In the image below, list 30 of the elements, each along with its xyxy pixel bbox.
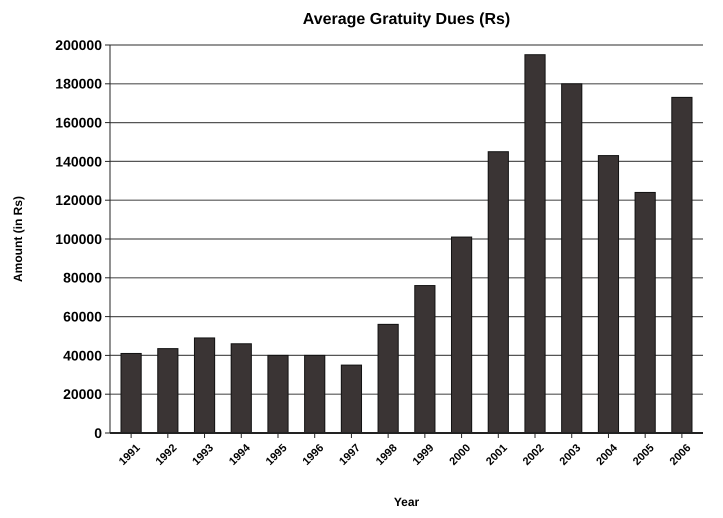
bar xyxy=(524,54,546,434)
bar xyxy=(340,364,362,434)
y-tick-label: 20000 xyxy=(63,386,102,402)
bar xyxy=(561,83,582,434)
bar xyxy=(634,192,656,434)
bar xyxy=(671,96,692,434)
y-tick-label: 60000 xyxy=(63,308,102,324)
bar xyxy=(267,354,289,434)
y-tick-label: 180000 xyxy=(55,76,102,92)
bar xyxy=(230,343,252,434)
bar xyxy=(304,354,326,434)
bar xyxy=(414,285,436,434)
y-tick-label: 160000 xyxy=(55,114,102,130)
bar xyxy=(194,337,216,434)
bar xyxy=(157,348,178,434)
y-tick-label: 40000 xyxy=(63,347,102,364)
bar xyxy=(450,236,472,434)
x-axis-title: Year xyxy=(394,495,420,509)
y-tick-label: 140000 xyxy=(55,153,102,170)
chart-title: Average Gratuity Dues (Rs) xyxy=(302,11,510,28)
y-tick-label: 0 xyxy=(94,424,102,441)
y-tick-label: 100000 xyxy=(55,230,102,247)
y-tick-label: 200000 xyxy=(55,36,102,53)
bar xyxy=(488,151,509,434)
y-tick-label: 120000 xyxy=(55,192,102,208)
y-tick-label: 80000 xyxy=(63,270,102,286)
bar xyxy=(598,155,620,434)
y-axis-title: Amount (in Rs) xyxy=(11,196,25,282)
bar xyxy=(378,324,399,434)
bar xyxy=(120,352,142,434)
